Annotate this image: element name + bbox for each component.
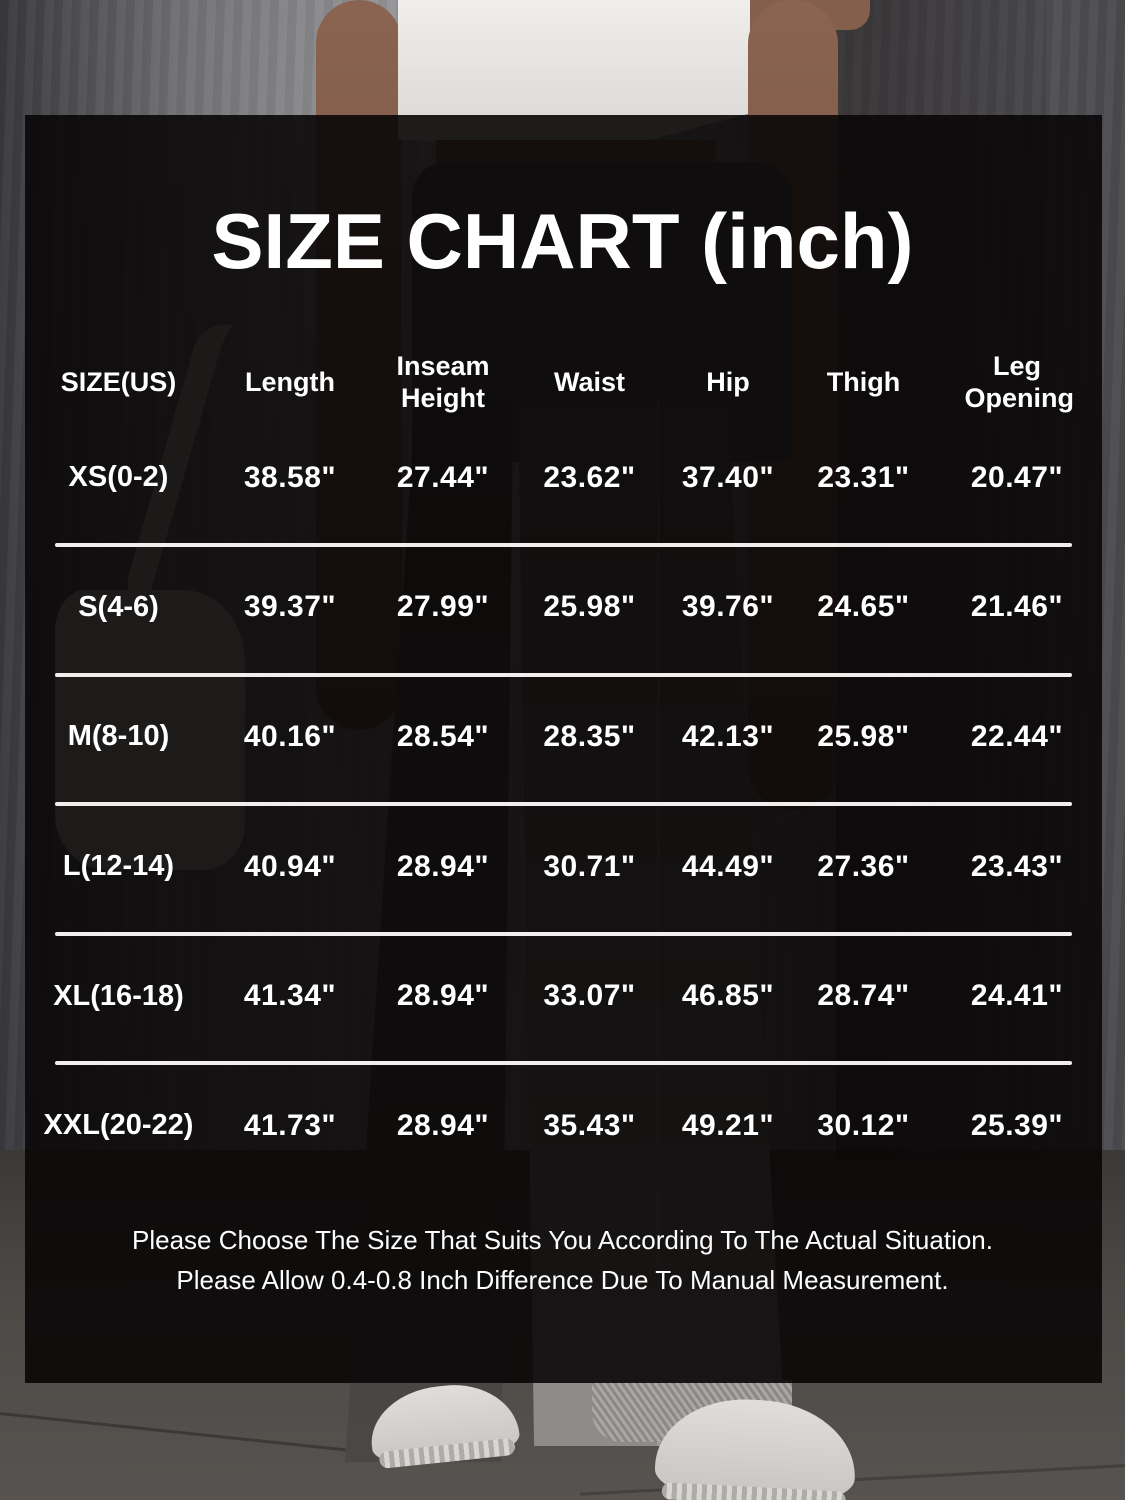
- size-label-l: L(12-14): [62, 850, 175, 883]
- column-header-label: Inseam Height: [396, 351, 490, 413]
- size-label-xl: XL(16-18): [53, 979, 184, 1012]
- measurement-value: 30.12": [817, 1108, 910, 1142]
- row-divider: [55, 672, 1072, 677]
- measurement-value: 28.94": [396, 1108, 490, 1142]
- row-divider: [55, 802, 1072, 807]
- disclaimer-line-1: Please Choose The Size That Suits You Ac…: [132, 1225, 993, 1255]
- column-header-thigh: Thigh: [826, 367, 901, 398]
- measurement-value: 37.40": [681, 460, 775, 494]
- column-header-length: Length: [245, 367, 335, 398]
- column-header-waist: Waist: [553, 367, 625, 398]
- dark-overlay-panel: [25, 115, 1102, 1383]
- measurement-value: 28.94": [396, 849, 490, 883]
- disclaimer-line-2: Please Allow 0.4-0.8 Inch Difference Due…: [176, 1265, 949, 1295]
- measurement-value: 23.31": [817, 460, 910, 494]
- measurement-value: 35.43": [543, 1108, 636, 1142]
- measurement-value: 41.34": [243, 979, 337, 1013]
- measurement-value: 49.21": [681, 1108, 775, 1142]
- measurement-value: 23.43": [970, 849, 1064, 883]
- measurement-value: 23.62": [543, 460, 636, 494]
- measurement-value: 22.44": [970, 719, 1064, 753]
- size-label-s: S(4-6): [78, 590, 159, 623]
- column-header-size: SIZE(US): [60, 367, 177, 398]
- size-label-m: M(8-10): [67, 720, 170, 753]
- measurement-value: 42.13": [681, 719, 775, 753]
- measurement-value: 27.44": [396, 460, 490, 494]
- measurement-value: 44.49": [681, 849, 775, 883]
- measurement-value: 28.74": [817, 979, 910, 1013]
- measurement-value: 40.94": [243, 849, 337, 883]
- measurement-value: 39.76": [681, 590, 775, 624]
- measurement-value: 21.46": [970, 590, 1064, 624]
- measurement-value: 40.16": [243, 719, 337, 753]
- size-disclaimer: Please Choose The Size That Suits You Ac…: [0, 1220, 1125, 1300]
- column-header-hip: Hip: [706, 367, 750, 398]
- measurement-value: 30.71": [543, 849, 636, 883]
- column-header-leg-opening: Leg Opening: [932, 330, 1102, 413]
- size-label-xs: XS(0-2): [68, 461, 169, 494]
- measurement-value: 25.98": [817, 719, 910, 753]
- row-divider: [55, 543, 1072, 547]
- size-table: SIZE(US) Length Inseam Height Waist Hip …: [25, 330, 1102, 1191]
- measurement-value: 38.58": [243, 460, 337, 494]
- measurement-value: 20.47": [970, 460, 1064, 494]
- measurement-value: 25.98": [543, 590, 636, 624]
- measurement-value: 28.54": [396, 719, 490, 753]
- size-label-xxl: XXL(20-22): [43, 1109, 194, 1142]
- measurement-value: 41.73": [243, 1108, 337, 1142]
- measurement-value: 27.36": [817, 849, 910, 883]
- measurement-value: 28.35": [543, 719, 636, 753]
- measurement-value: 46.85": [681, 979, 775, 1013]
- measurement-value: 24.41": [970, 979, 1064, 1013]
- page-title: SIZE CHART (inch): [211, 197, 914, 285]
- column-header-label: Leg Opening: [964, 351, 1075, 413]
- row-divider: [55, 931, 1072, 936]
- measurement-value: 33.07": [543, 979, 636, 1013]
- measurement-value: 25.39": [970, 1108, 1064, 1142]
- measurement-value: 24.65": [817, 590, 910, 624]
- measurement-value: 28.94": [396, 979, 490, 1013]
- column-header-inseam-height: Inseam Height: [368, 330, 518, 413]
- row-divider: [55, 1061, 1072, 1066]
- measurement-value: 27.99": [396, 590, 490, 624]
- measurement-value: 39.37": [243, 590, 337, 624]
